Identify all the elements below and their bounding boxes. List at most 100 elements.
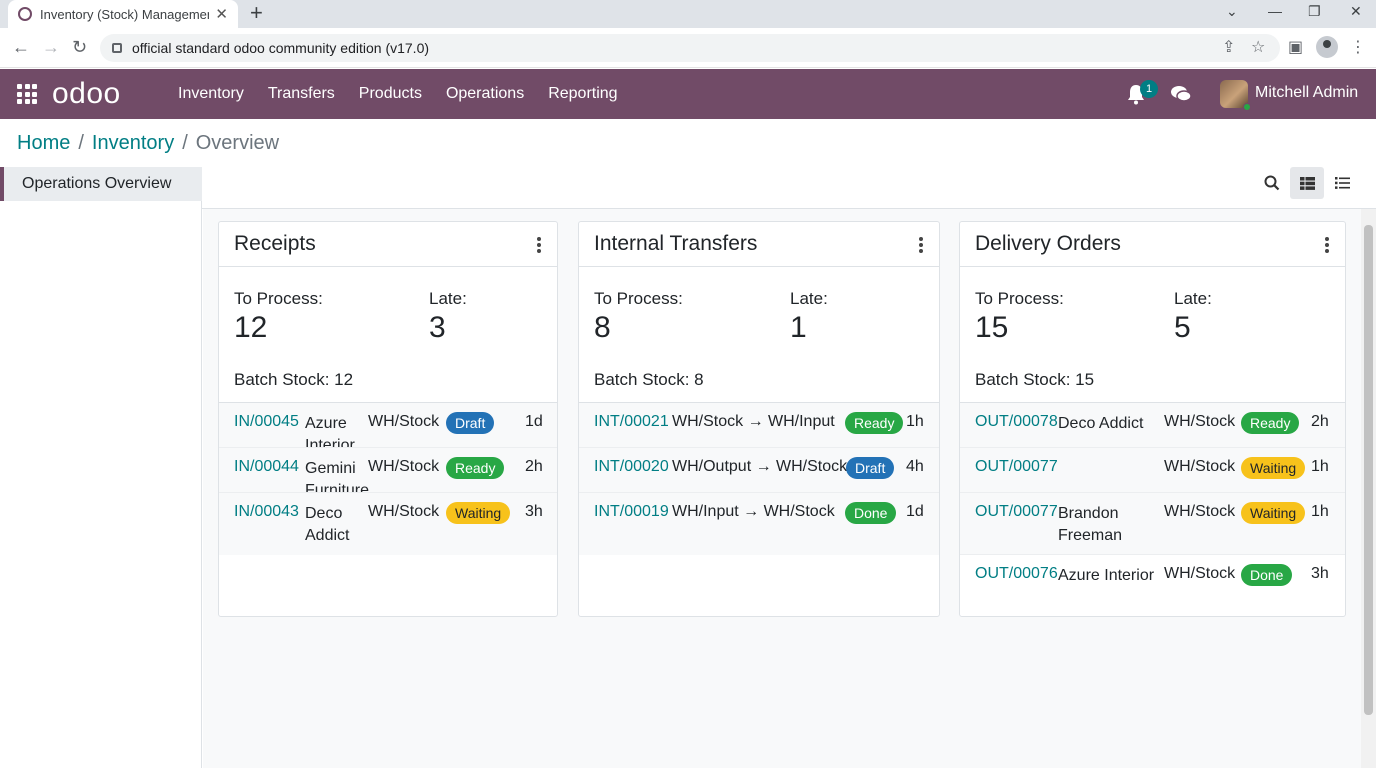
menu-reporting[interactable]: Reporting bbox=[548, 85, 618, 102]
partner-name: Gemini Furniture bbox=[305, 460, 370, 493]
tab-title: Inventory (Stock) Management bbox=[40, 6, 210, 22]
status-badge: Done bbox=[845, 502, 897, 524]
list-item[interactable]: INT/00019 WH/Input → WH/Stock Done 1d bbox=[579, 493, 939, 555]
late-count[interactable]: 1 bbox=[790, 311, 807, 344]
breadcrumb-separator: / bbox=[78, 132, 84, 154]
sidebar: Operations Overview bbox=[0, 167, 202, 768]
list-view-button[interactable] bbox=[1325, 167, 1359, 199]
reload-icon[interactable]: ↻ bbox=[72, 37, 88, 57]
transfer-ref[interactable]: IN/00043 bbox=[234, 503, 299, 520]
breadcrumb-home[interactable]: Home bbox=[17, 132, 71, 154]
bookmark-star-icon[interactable]: ☆ bbox=[1251, 39, 1266, 56]
kanban-view-icon bbox=[1299, 176, 1315, 190]
age: 1h bbox=[906, 413, 924, 430]
age: 2h bbox=[1311, 413, 1329, 430]
transfer-ref[interactable]: INT/00021 bbox=[594, 413, 669, 430]
tab-search-icon[interactable]: ⌄ bbox=[1226, 3, 1238, 19]
late-label: Late: bbox=[429, 289, 467, 308]
batch-stock[interactable]: Batch Stock: 12 bbox=[234, 370, 354, 389]
minimize-icon[interactable]: — bbox=[1268, 3, 1282, 19]
url-field[interactable]: official standard odoo community edition… bbox=[100, 34, 1280, 62]
batch-stock[interactable]: Batch Stock: 15 bbox=[975, 370, 1095, 389]
control-panel-divider bbox=[202, 208, 1376, 209]
age: 4h bbox=[906, 458, 924, 475]
list-item[interactable]: INT/00021 WH/Stock → WH/Input Ready 1h bbox=[579, 403, 939, 448]
menu-inventory[interactable]: Inventory bbox=[178, 85, 244, 102]
apps-menu-icon[interactable] bbox=[17, 84, 37, 104]
transfer-ref[interactable]: IN/00044 bbox=[234, 458, 299, 475]
list-item[interactable]: OUT/00078 Deco Addict WH/Stock Ready 2h bbox=[960, 403, 1345, 448]
search-icon[interactable] bbox=[1264, 175, 1280, 191]
transfer-ref[interactable]: OUT/00076 bbox=[975, 565, 1058, 582]
transfer-ref[interactable]: INT/00019 bbox=[594, 503, 669, 520]
transfer-ref[interactable]: OUT/00077 bbox=[975, 503, 1058, 520]
card-stats: To Process: 12 Late: 3 Batch Stock: 12 bbox=[219, 267, 557, 403]
card-title[interactable]: Internal Transfers bbox=[594, 232, 758, 255]
list-item[interactable]: OUT/00076 Azure Interior WH/Stock Done 3… bbox=[960, 555, 1345, 600]
browser-tab[interactable]: Inventory (Stock) Management ✕ bbox=[8, 0, 238, 28]
list-item[interactable]: OUT/00077 WH/Stock Waiting 1h bbox=[960, 448, 1345, 493]
restore-icon[interactable]: ❐ bbox=[1308, 3, 1321, 19]
list-item[interactable]: IN/00045 Azure Interior WH/Stock Draft 1… bbox=[219, 403, 557, 448]
new-tab-icon[interactable]: + bbox=[250, 0, 263, 25]
odoo-logo[interactable]: odoo bbox=[52, 77, 121, 110]
vertical-scrollbar[interactable] bbox=[1361, 209, 1376, 768]
status-badge: Ready bbox=[845, 412, 904, 434]
kebab-menu-icon[interactable] bbox=[537, 237, 541, 253]
kebab-menu-icon[interactable] bbox=[919, 237, 923, 253]
receipts-card: Receipts To Process: 12 Late: 3 Batch St… bbox=[218, 221, 558, 617]
location: WH/Stock bbox=[1164, 458, 1236, 475]
status-badge: Draft bbox=[846, 457, 895, 479]
late-count[interactable]: 3 bbox=[429, 311, 446, 344]
status-badge: Waiting bbox=[446, 502, 511, 524]
location: WH/Stock bbox=[368, 413, 440, 430]
list-item[interactable]: IN/00043 Deco Addict WH/Stock Waiting 3h bbox=[219, 493, 557, 555]
to-process-label: To Process: bbox=[975, 289, 1064, 308]
close-window-icon[interactable]: ✕ bbox=[1350, 3, 1362, 19]
transfer-ref[interactable]: IN/00045 bbox=[234, 413, 299, 430]
card-stats: To Process: 15 Late: 5 Batch Stock: 15 bbox=[960, 267, 1345, 403]
user-name[interactable]: Mitchell Admin bbox=[1255, 84, 1359, 101]
to-process-label: To Process: bbox=[594, 289, 683, 308]
close-tab-icon[interactable]: ✕ bbox=[215, 6, 228, 23]
share-icon[interactable]: ⇪ bbox=[1222, 39, 1236, 56]
menu-operations[interactable]: Operations bbox=[445, 85, 525, 102]
card-title[interactable]: Delivery Orders bbox=[975, 232, 1121, 255]
batch-stock[interactable]: Batch Stock: 8 bbox=[594, 370, 704, 389]
location: WH/Input → WH/Stock bbox=[672, 503, 835, 520]
browser-menu-icon[interactable]: ⋮ bbox=[1350, 39, 1366, 56]
chat-icon[interactable] bbox=[1170, 84, 1192, 104]
card-header: Delivery Orders bbox=[960, 222, 1345, 267]
late-count[interactable]: 5 bbox=[1174, 311, 1191, 344]
list-item[interactable]: OUT/00077 Brandon Freeman WH/Stock Waiti… bbox=[960, 493, 1345, 555]
card-stats: To Process: 8 Late: 1 Batch Stock: 8 bbox=[579, 267, 939, 403]
transfer-ref[interactable]: INT/00020 bbox=[594, 458, 669, 475]
menu-products[interactable]: Products bbox=[358, 85, 422, 102]
status-badge: Draft bbox=[446, 412, 495, 434]
delivery-orders-card: Delivery Orders To Process: 15 Late: 5 B… bbox=[959, 221, 1346, 617]
sidebar-item-operations-overview[interactable]: Operations Overview bbox=[0, 167, 202, 201]
transfer-ref[interactable]: OUT/00077 bbox=[975, 458, 1058, 475]
side-panel-icon[interactable]: ▣ bbox=[1288, 39, 1304, 56]
breadcrumb-separator: / bbox=[182, 132, 188, 154]
location: WH/Stock bbox=[1164, 413, 1236, 430]
profile-icon[interactable] bbox=[1316, 36, 1338, 58]
forward-icon[interactable]: → bbox=[42, 37, 60, 57]
age: 1d bbox=[906, 503, 924, 520]
scrollbar-thumb[interactable] bbox=[1364, 225, 1373, 715]
list-item[interactable]: IN/00044 Gemini Furniture WH/Stock Ready… bbox=[219, 448, 557, 493]
to-process-count[interactable]: 12 bbox=[234, 311, 268, 344]
transfer-ref[interactable]: OUT/00078 bbox=[975, 413, 1058, 430]
to-process-count[interactable]: 8 bbox=[594, 311, 611, 344]
card-title[interactable]: Receipts bbox=[234, 232, 316, 255]
breadcrumb-inventory[interactable]: Inventory bbox=[91, 132, 175, 154]
internal-transfers-card: Internal Transfers To Process: 8 Late: 1… bbox=[578, 221, 940, 617]
kebab-menu-icon[interactable] bbox=[1325, 237, 1329, 253]
age: 3h bbox=[525, 503, 543, 520]
menu-transfers[interactable]: Transfers bbox=[267, 85, 335, 102]
to-process-count[interactable]: 15 bbox=[975, 311, 1009, 344]
list-item[interactable]: INT/00020 WH/Output → WH/Stock Draft 4h bbox=[579, 448, 939, 493]
back-icon[interactable]: ← bbox=[12, 37, 30, 57]
partner-name: Deco Addict bbox=[305, 505, 350, 544]
kanban-view-button[interactable] bbox=[1290, 167, 1324, 199]
